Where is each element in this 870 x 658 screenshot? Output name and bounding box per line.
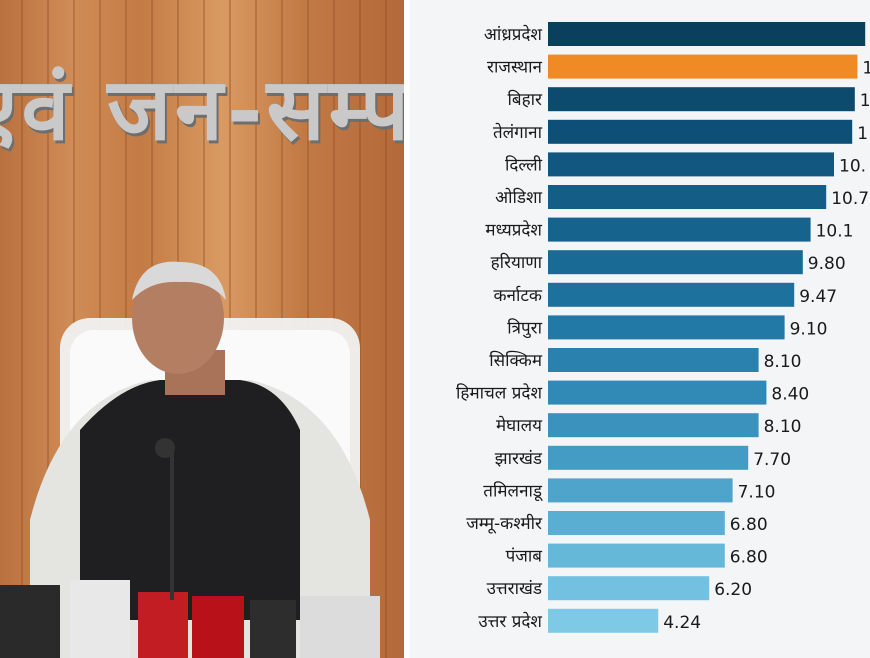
category-label-16: पंजाब <box>506 547 543 567</box>
bar-chart: आंध्रप्रदेश राजस्थान बिहार तेलंगाना दिल्ली ओड… <box>410 0 870 658</box>
category-label-12: मेघालय <box>496 415 543 436</box>
bar-9 <box>548 315 785 340</box>
bar-10 <box>548 348 759 372</box>
value-label-18: 4.24 <box>663 613 701 633</box>
panel-divider <box>404 0 410 658</box>
bar-3 <box>548 119 853 144</box>
value-label-5: 10.7 <box>831 189 869 209</box>
bar-1 <box>548 54 858 79</box>
bar-16 <box>548 543 725 568</box>
bar-8 <box>548 282 795 307</box>
category-label-15: जम्मू-कश्मीर <box>466 513 543 534</box>
bar-2 <box>548 87 855 112</box>
bar-17 <box>548 576 710 601</box>
value-label-3: 1 <box>857 124 868 144</box>
category-label-13: झारखंड <box>495 449 543 469</box>
category-label-7: हरियाणा <box>491 252 543 273</box>
value-label-17: 6.20 <box>714 580 752 600</box>
category-label-0: आंध्रप्रदेश <box>484 24 543 45</box>
value-label-16: 6.80 <box>730 548 768 568</box>
bar-13 <box>548 445 749 470</box>
value-label-1: 1 <box>862 59 870 79</box>
value-label-6: 10.1 <box>816 222 854 242</box>
value-label-9: 9.10 <box>790 319 828 339</box>
value-label-15: 6.80 <box>730 515 768 535</box>
category-label-17: उत्तराखंड <box>487 579 543 599</box>
value-label-13: 7.70 <box>753 450 791 470</box>
bar-6 <box>548 217 811 242</box>
value-label-8: 9.47 <box>799 287 837 307</box>
category-label-4: दिल्ली <box>505 154 543 175</box>
category-label-9: त्रिपुरा <box>507 317 542 338</box>
bar-4 <box>548 152 834 177</box>
chart-svg: आंध्रप्रदेश राजस्थान बिहार तेलंगाना दिल्ली ओड… <box>456 22 870 633</box>
bar-14 <box>548 478 733 503</box>
category-label-1: राजस्थान <box>487 58 543 78</box>
signboard-text: एवं जन-सम्पर्क <box>0 59 404 160</box>
category-label-3: तेलंगाना <box>493 122 543 143</box>
bar-12 <box>548 413 759 438</box>
category-label-6: मध्यप्रदेश <box>485 220 542 241</box>
press-conference-photo: एवं जन-सम्पर्क <box>0 0 404 658</box>
category-label-8: कर्नाटक <box>493 285 542 306</box>
bar-18 <box>548 608 659 633</box>
category-label-14: तमिलनाडू <box>483 480 543 501</box>
photo-illustration <box>0 0 387 658</box>
value-label-2: 1 <box>860 91 870 111</box>
value-label-7: 9.80 <box>808 254 846 274</box>
category-label-18: उत्तर प्रदेश <box>478 611 542 632</box>
category-label-5: ओडिशा <box>495 187 542 208</box>
bar-0 <box>548 22 866 46</box>
category-label-2: बिहार <box>508 89 544 110</box>
category-label-10: सिक्किम <box>489 350 543 371</box>
value-label-12: 8.10 <box>764 417 802 437</box>
value-label-4: 10. <box>839 156 866 176</box>
value-label-14: 7.10 <box>738 482 776 502</box>
bar-5 <box>548 185 827 209</box>
value-label-10: 8.10 <box>764 352 802 372</box>
bar-11 <box>548 380 767 405</box>
category-label-11: हिमाचल प्रदेश <box>456 383 542 404</box>
value-label-11: 8.40 <box>771 385 809 405</box>
bar-15 <box>548 511 725 535</box>
bar-7 <box>548 250 803 275</box>
